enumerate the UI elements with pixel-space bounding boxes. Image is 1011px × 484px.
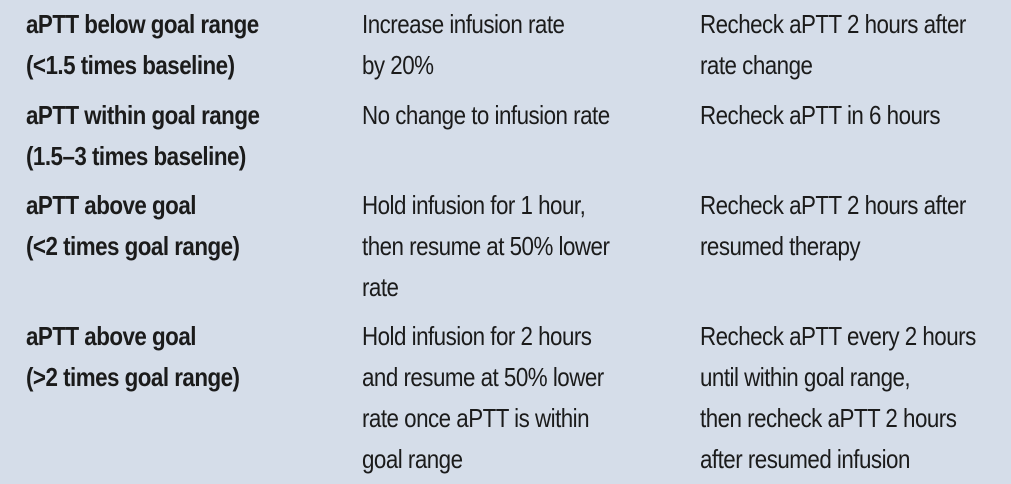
action-text: Hold infusion for 1 hour, [362, 190, 586, 220]
condition-text: aPTT below goal range [26, 9, 259, 39]
table-row: aPTT above goal (>2 times goal range) Ho… [26, 316, 1011, 476]
condition-cell: aPTT within goal range (1.5–3 times base… [26, 95, 315, 177]
followup-text: Recheck aPTT every 2 hours [700, 321, 976, 351]
action-cell: Hold infusion for 2 hours and resume at … [362, 316, 653, 480]
condition-text: aPTT within goal range [26, 100, 260, 130]
condition-text: (<2 times goal range) [26, 231, 240, 261]
followup-text: Recheck aPTT in 6 hours [700, 100, 941, 130]
condition-cell: aPTT above goal (>2 times goal range) [26, 316, 315, 398]
followup-text: then recheck aPTT 2 hours [700, 403, 957, 433]
condition-text: (>2 times goal range) [26, 362, 240, 392]
followup-text: after resumed infusion [700, 444, 910, 474]
table-row: aPTT within goal range (1.5–3 times base… [26, 95, 1011, 185]
followup-cell: Recheck aPTT every 2 hours until within … [700, 316, 976, 480]
followup-text: rate change [700, 50, 813, 80]
condition-cell: aPTT below goal range (<1.5 times baseli… [26, 4, 315, 86]
action-text: rate [362, 272, 399, 302]
followup-text: Recheck aPTT 2 hours after [700, 190, 966, 220]
followup-cell: Recheck aPTT in 6 hours [700, 95, 958, 136]
action-cell: Hold infusion for 1 hour, then resume at… [362, 185, 653, 308]
action-cell: Increase infusion rate by 20% [362, 4, 653, 86]
followup-text: until within goal range, [700, 362, 911, 392]
condition-text: aPTT above goal [26, 321, 196, 351]
action-text: by 20% [362, 50, 434, 80]
condition-cell: aPTT above goal (<2 times goal range) [26, 185, 315, 267]
followup-cell: Recheck aPTT 2 hours after resumed thera… [700, 185, 966, 267]
followup-text: resumed therapy [700, 231, 861, 261]
action-text: then resume at 50% lower [362, 231, 610, 261]
table-row: aPTT below goal range (<1.5 times baseli… [26, 4, 1011, 95]
condition-text: (<1.5 times baseline) [26, 50, 235, 80]
action-text: rate once aPTT is within [362, 403, 590, 433]
action-text: and resume at 50% lower [362, 362, 604, 392]
action-text: Increase infusion rate [362, 9, 565, 39]
action-text: Hold infusion for 2 hours [362, 321, 592, 351]
action-text: No change to infusion rate [362, 100, 610, 130]
action-text: goal range [362, 444, 463, 474]
condition-text: aPTT above goal [26, 190, 196, 220]
followup-text: Recheck aPTT 2 hours after [700, 9, 966, 39]
table-row: aPTT above goal (<2 times goal range) Ho… [26, 185, 1011, 316]
followup-cell: Recheck aPTT 2 hours after rate change [700, 4, 966, 86]
action-cell: No change to infusion rate [362, 95, 653, 136]
condition-text: (1.5–3 times baseline) [26, 141, 246, 171]
